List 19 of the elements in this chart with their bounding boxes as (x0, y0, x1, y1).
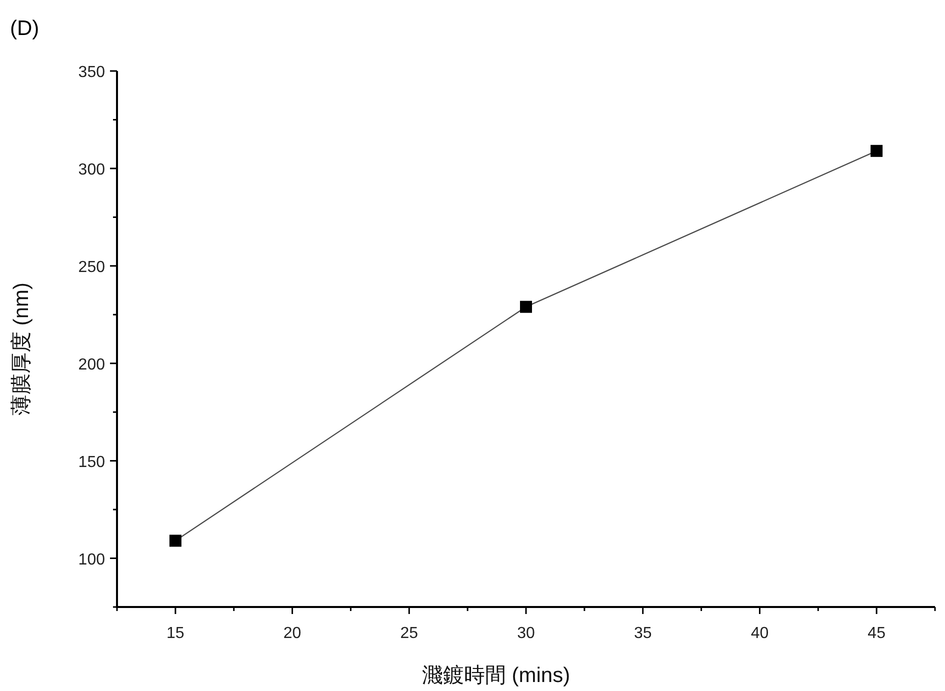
y-tick-label: 100 (78, 551, 106, 568)
x-tick-label: 20 (283, 625, 302, 642)
x-tick-label: 30 (517, 625, 535, 642)
x-tick-label: 25 (400, 625, 418, 642)
y-tick-label: 350 (78, 64, 106, 81)
y-tick-label: 150 (78, 454, 106, 471)
chart-title: (D) (10, 17, 40, 40)
y-tick-label: 250 (78, 258, 106, 276)
y-tick-label: 300 (78, 161, 106, 178)
x-axis-title: 濺鍍時間 (mins) (422, 664, 570, 687)
y-tick-label: 200 (78, 356, 106, 374)
point (520, 300, 532, 313)
x-tick-label: 45 (868, 625, 886, 642)
x-tick-label: 35 (634, 625, 652, 642)
point (870, 144, 883, 157)
y-axis-title: 薄膜厚度 (nm) (10, 282, 33, 416)
x-tick-label: 15 (166, 625, 184, 642)
point (169, 534, 182, 547)
x-tick-label: 40 (750, 625, 769, 642)
